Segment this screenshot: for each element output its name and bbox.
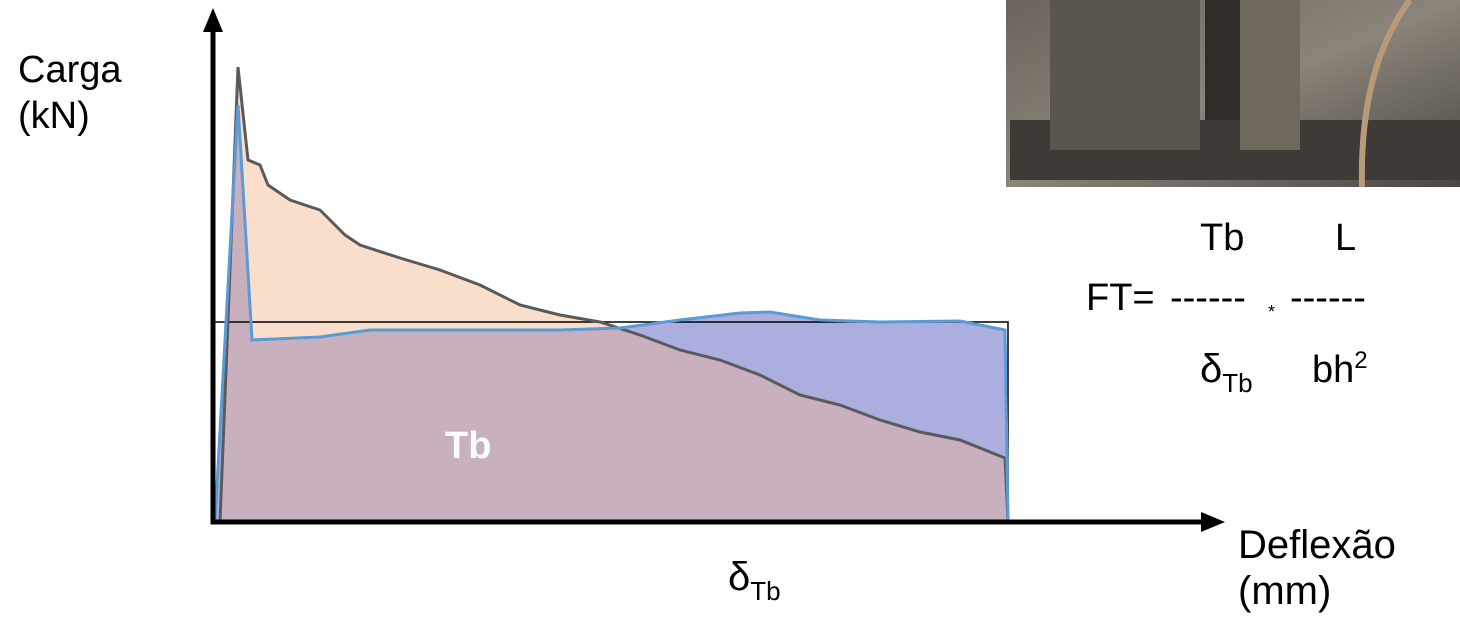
formula-dashes: ------ <box>1290 277 1366 319</box>
formula-den: bh2 <box>1312 347 1368 391</box>
diagram: Carga (kN) Deflexão (mm) Tb δTb Tb L FT=… <box>0 0 1460 619</box>
x-label: (mm) <box>1238 569 1331 613</box>
superscript: 2 <box>1354 347 1367 374</box>
symbol: δ <box>1200 347 1222 391</box>
symbol: δ <box>728 555 750 599</box>
x-marker: δTb <box>728 555 781 606</box>
formula-lhs: FT= <box>1086 277 1155 319</box>
formula-times: * <box>1268 302 1275 322</box>
x-axis-arrow <box>1201 512 1225 532</box>
formula-dashes: ------ <box>1170 277 1246 319</box>
subscript: Tb <box>750 576 780 606</box>
formula-num: Tb <box>1200 217 1244 259</box>
y-axis-arrow <box>203 8 223 32</box>
base: bh <box>1312 349 1354 391</box>
x-label: Deflexão <box>1238 523 1396 567</box>
formula-num: L <box>1335 217 1356 259</box>
y-label: Carga <box>18 49 122 91</box>
y-label: (kN) <box>18 95 90 137</box>
subscript: Tb <box>1222 368 1252 398</box>
photo <box>1006 0 1460 187</box>
area-label: Tb <box>445 425 491 467</box>
formula-den: δTb <box>1200 347 1253 398</box>
